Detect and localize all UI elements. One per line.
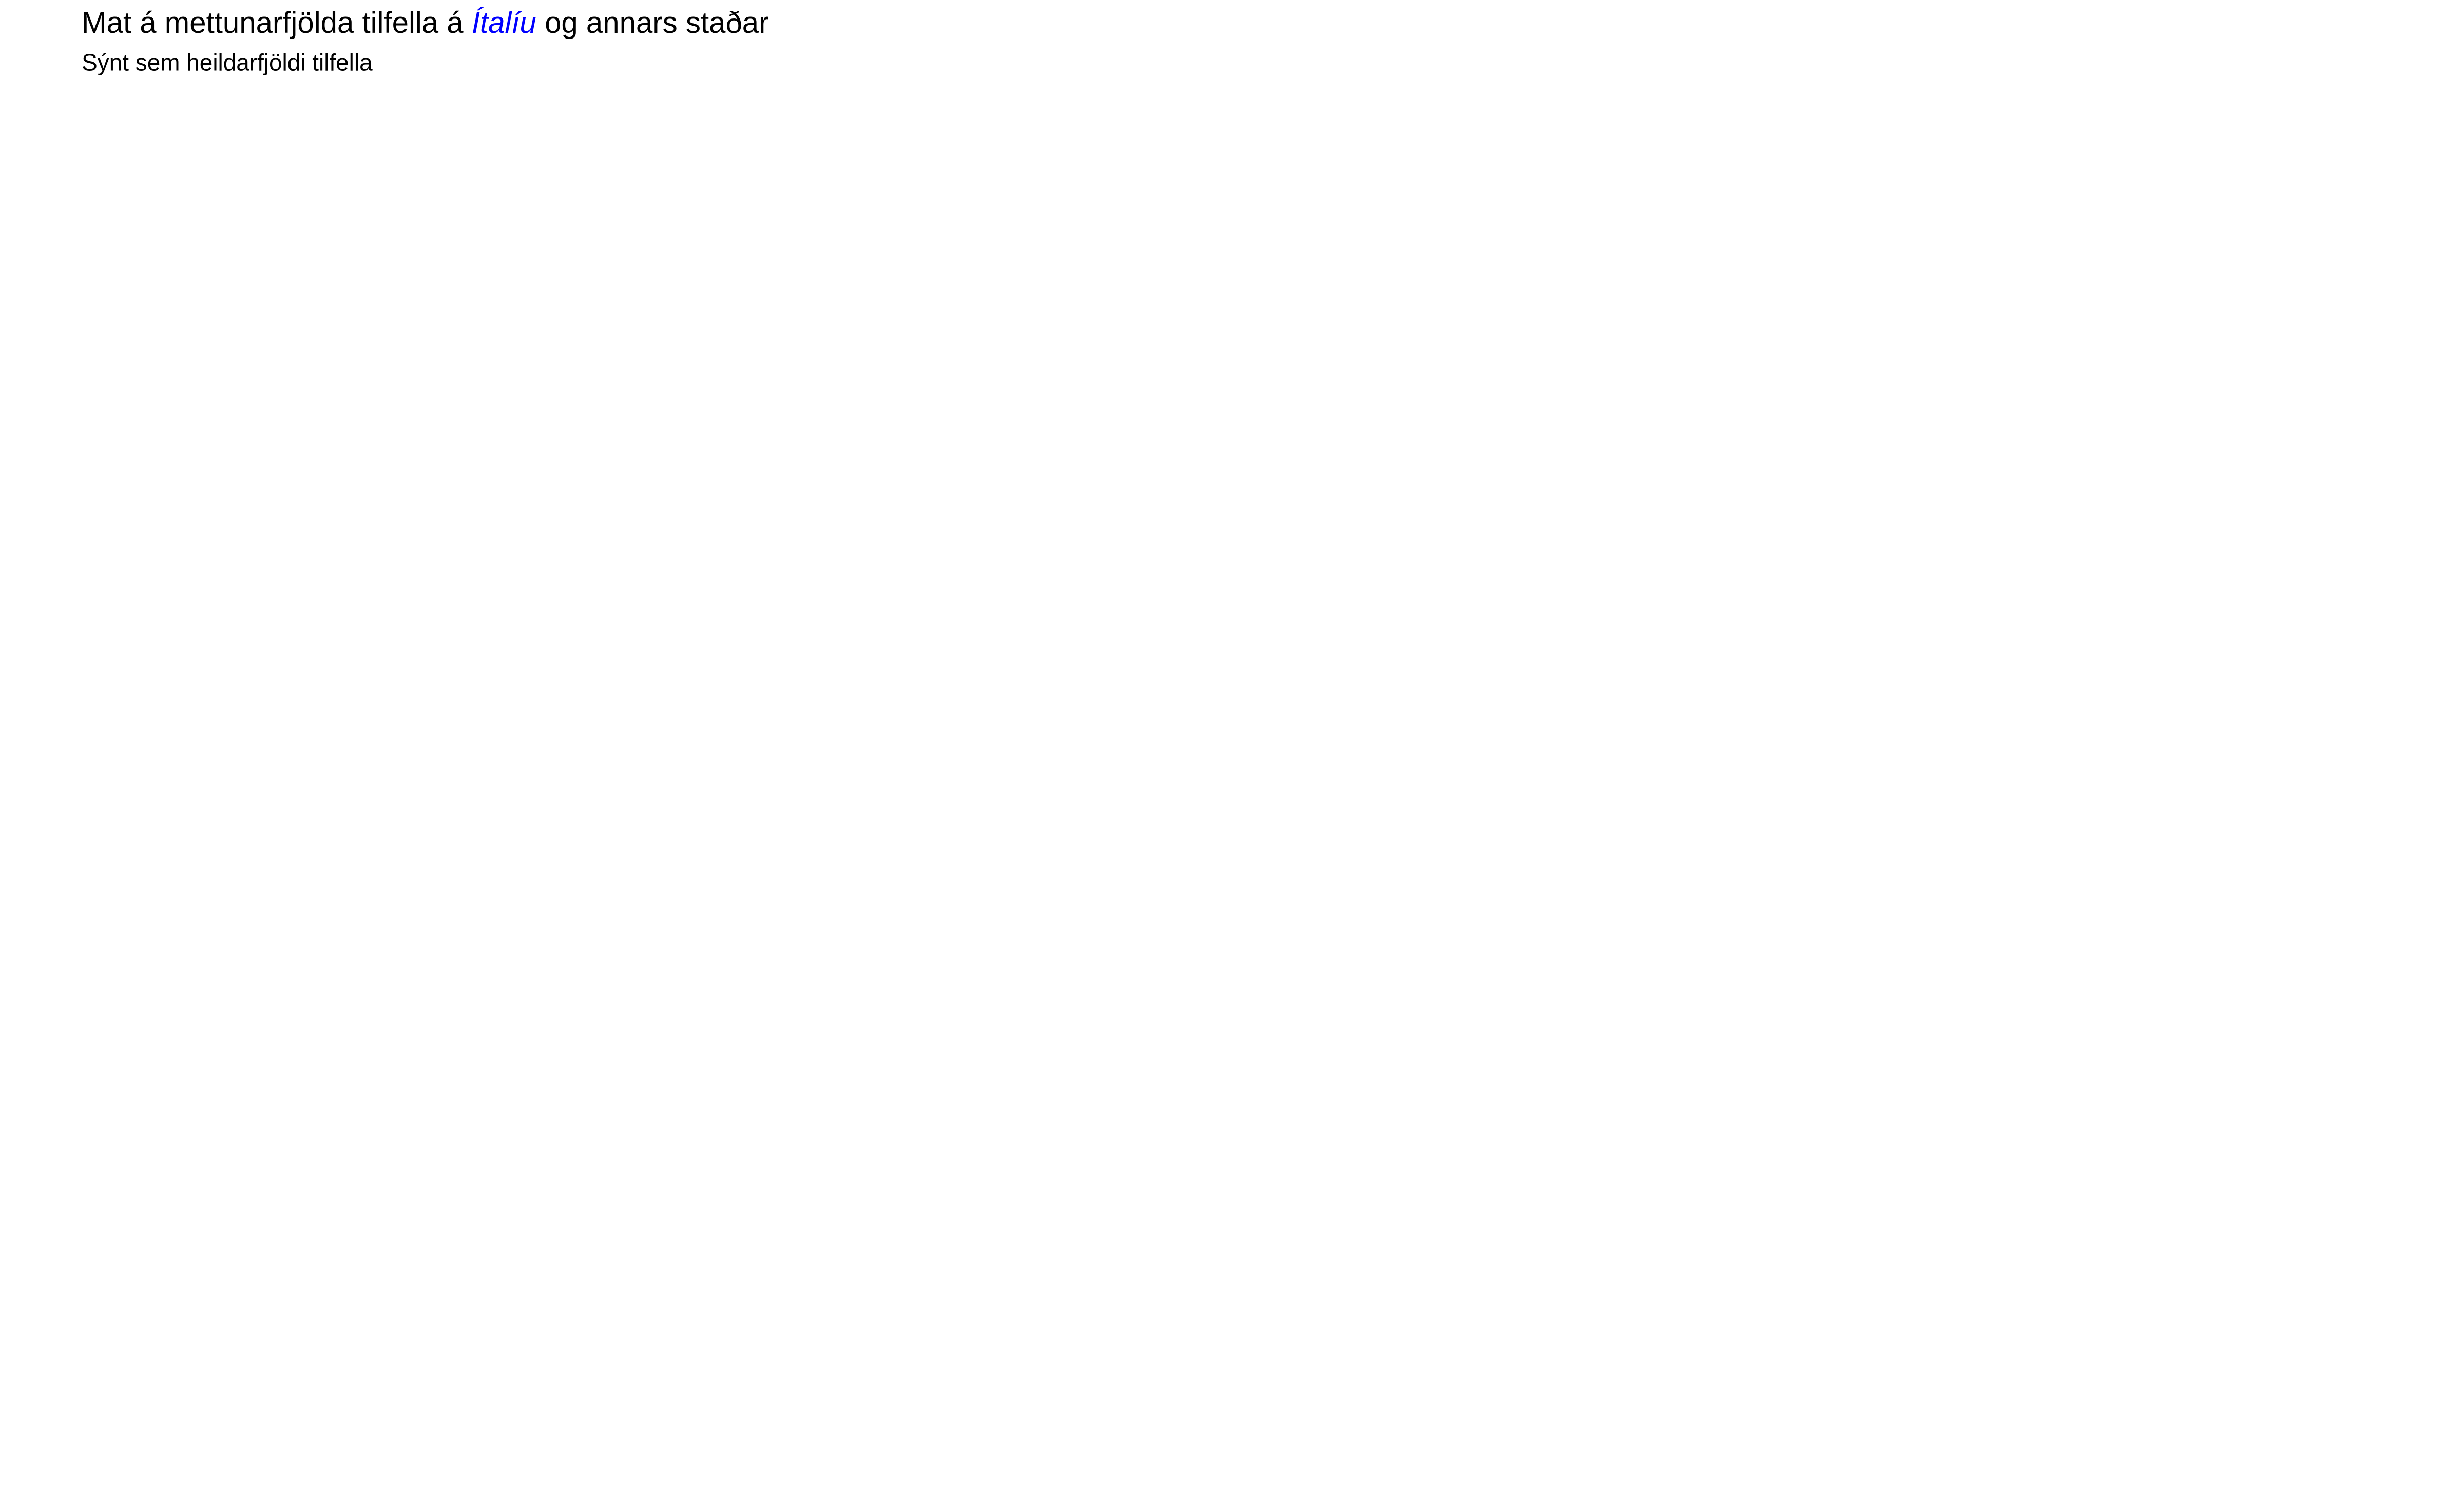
chart-title: Mat á mettunarfjölda tilfella á Ítalíu o… [82, 6, 768, 40]
chart-subtitle: Sýnt sem heildarfjöldi tilfella [82, 49, 373, 76]
title-text: og annars staðar [536, 6, 769, 40]
title-country: Ítalíu [472, 6, 536, 40]
title-text: Mat á mettunarfjölda tilfella á [82, 6, 472, 40]
